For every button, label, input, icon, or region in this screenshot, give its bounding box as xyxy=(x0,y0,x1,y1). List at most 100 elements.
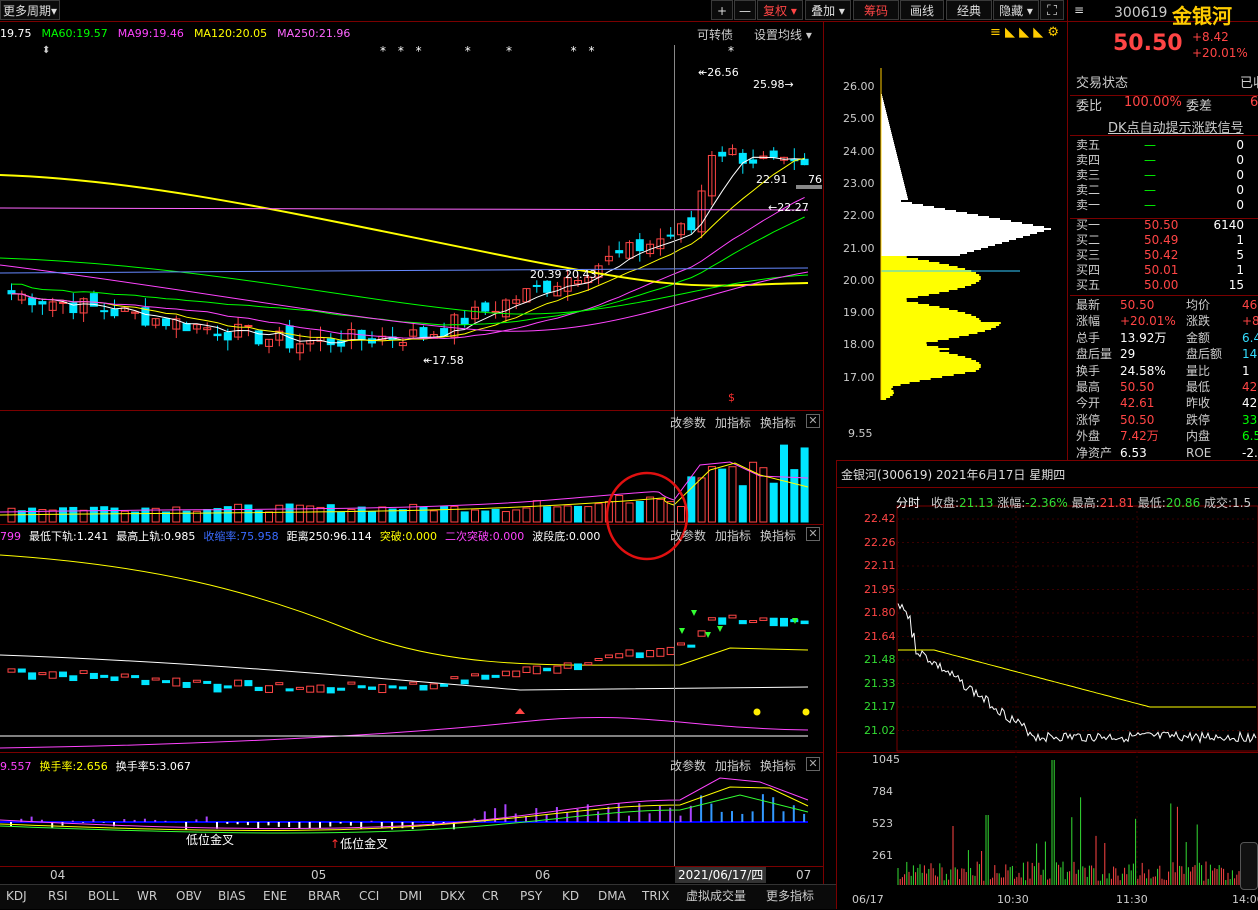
zoom-out-button[interactable]: — xyxy=(734,0,756,20)
boll-candle xyxy=(729,615,736,618)
chip-bar xyxy=(881,266,958,268)
dk-signal-link[interactable]: DK点自动提示涨跌信号 xyxy=(1108,117,1244,136)
tab-1[interactable]: RSI xyxy=(48,885,68,910)
tab-4[interactable]: OBV xyxy=(176,885,202,910)
tab-11[interactable]: CR xyxy=(482,885,499,910)
close-annotation: ←22.27 xyxy=(768,201,809,214)
chip-toolbar-icons[interactable]: ≡ ◣ ◣ ◣ ⚙ xyxy=(990,25,1059,40)
chip-bar xyxy=(881,212,967,214)
chip-bar xyxy=(881,170,901,172)
boll-candle xyxy=(111,677,118,681)
intraday-price-line xyxy=(898,604,1256,743)
boll-change-indicator[interactable]: 换指标 xyxy=(760,527,796,544)
chip-bar xyxy=(881,140,894,142)
boll-candle xyxy=(173,678,180,686)
intraday-time-label: 06/17 xyxy=(852,893,884,906)
tab-14[interactable]: DMA xyxy=(598,885,626,910)
up-triangle-icon xyxy=(515,708,525,714)
volume-bar xyxy=(204,510,211,522)
close-icon[interactable]: ✕ xyxy=(806,757,820,771)
tab-5[interactable]: BIAS xyxy=(218,885,246,910)
chip-bar xyxy=(881,294,929,296)
chip-bar xyxy=(881,342,927,344)
chip-bar xyxy=(881,300,907,302)
volume-bar xyxy=(544,507,551,522)
turnover-add-indicator[interactable]: 加指标 xyxy=(715,757,751,774)
chip-bar xyxy=(881,304,929,306)
chip-bar xyxy=(881,136,893,138)
high-annotation: ↞26.56 xyxy=(698,66,739,79)
candle-body xyxy=(636,240,643,251)
tab-6[interactable]: ENE xyxy=(263,885,287,910)
chip-distribution xyxy=(881,68,1051,400)
tab-0[interactable]: KDJ xyxy=(6,885,27,910)
star-marker-right: * xyxy=(728,44,734,58)
chip-bar xyxy=(881,230,1044,232)
boll-candle xyxy=(533,666,540,674)
tab-17[interactable]: 更多指标 xyxy=(766,885,814,910)
boll-candle xyxy=(688,645,695,647)
classic-button[interactable]: 经典 xyxy=(946,0,992,20)
tab-15[interactable]: TRIX xyxy=(642,885,669,910)
volume-bar xyxy=(626,503,633,522)
chip-bar xyxy=(881,224,1033,226)
tab-10[interactable]: DKX xyxy=(440,885,465,910)
legend-item: 799 xyxy=(0,530,21,543)
chip-bar xyxy=(881,114,887,116)
candle-body xyxy=(29,298,36,305)
ma-settings-button[interactable]: 设置均线 ▾ xyxy=(754,26,812,43)
diejia-button[interactable]: 叠加 ▾ xyxy=(805,0,851,20)
turnover-bar xyxy=(700,795,702,822)
ma250-line xyxy=(0,208,808,210)
stat-value: 13.92万 xyxy=(1120,330,1166,347)
tab-2[interactable]: BOLL xyxy=(88,885,119,910)
close-icon[interactable]: ✕ xyxy=(806,527,820,541)
tab-16[interactable]: 虚拟成交量 xyxy=(686,885,746,910)
vol-add-indicator[interactable]: 加指标 xyxy=(715,414,751,431)
turnover-bar xyxy=(319,822,321,828)
zoom-in-button[interactable]: + xyxy=(711,0,733,20)
tab-13[interactable]: KD xyxy=(562,885,579,910)
turnover-bar xyxy=(649,813,651,822)
boll-candle xyxy=(163,681,170,683)
tab-12[interactable]: PSY xyxy=(520,885,542,910)
tab-7[interactable]: BRAR xyxy=(308,885,341,910)
chip-bar xyxy=(881,106,885,108)
volume-bar xyxy=(585,507,592,522)
tab-3[interactable]: WR xyxy=(137,885,157,910)
chouma-button[interactable]: 筹码 xyxy=(853,0,899,20)
stat-label: 涨跌 xyxy=(1186,313,1210,330)
tab-fenshi[interactable]: 分时 xyxy=(896,494,920,511)
chip-bar xyxy=(881,332,977,334)
stat-label: 涨幅 xyxy=(1076,313,1100,330)
chip-bar xyxy=(881,340,938,342)
period-dropdown[interactable]: 更多周期▾ xyxy=(0,0,60,20)
convertible-link[interactable]: 可转债 xyxy=(697,26,733,43)
draw-line-button[interactable]: 画线 xyxy=(900,0,944,20)
menu-icon[interactable]: ≡ xyxy=(1070,0,1088,20)
boll-add-indicator[interactable]: 加指标 xyxy=(715,527,751,544)
turnover-change-params[interactable]: 改参数 xyxy=(670,757,706,774)
tab-8[interactable]: CCI xyxy=(359,885,379,910)
chip-bar xyxy=(881,278,981,280)
chip-bar xyxy=(881,248,981,250)
hide-button[interactable]: 隐藏 ▾ xyxy=(993,0,1039,20)
tab-9[interactable]: DMI xyxy=(399,885,422,910)
chip-bar xyxy=(881,128,891,130)
fuquan-button[interactable]: 复权 ▾ xyxy=(757,0,803,20)
close-icon[interactable]: ✕ xyxy=(806,414,820,428)
expand-icon[interactable]: ⛶ xyxy=(1040,0,1064,20)
chip-bar xyxy=(881,276,981,278)
turnover-change-indicator[interactable]: 换指标 xyxy=(760,757,796,774)
up-arrow-icon: ↑ xyxy=(330,837,340,851)
volume-bar xyxy=(770,483,777,522)
legend-item: 最低下轨:1.241 xyxy=(29,530,108,543)
scroll-handle[interactable] xyxy=(1240,842,1258,890)
stat-label: 金额 xyxy=(1186,330,1210,347)
boll-candle xyxy=(379,685,386,693)
vol-change-indicator[interactable]: 换指标 xyxy=(760,414,796,431)
vol-change-params[interactable]: 改参数 xyxy=(670,414,706,431)
right-value: 76 xyxy=(808,173,822,186)
boll-change-params[interactable]: 改参数 xyxy=(670,527,706,544)
